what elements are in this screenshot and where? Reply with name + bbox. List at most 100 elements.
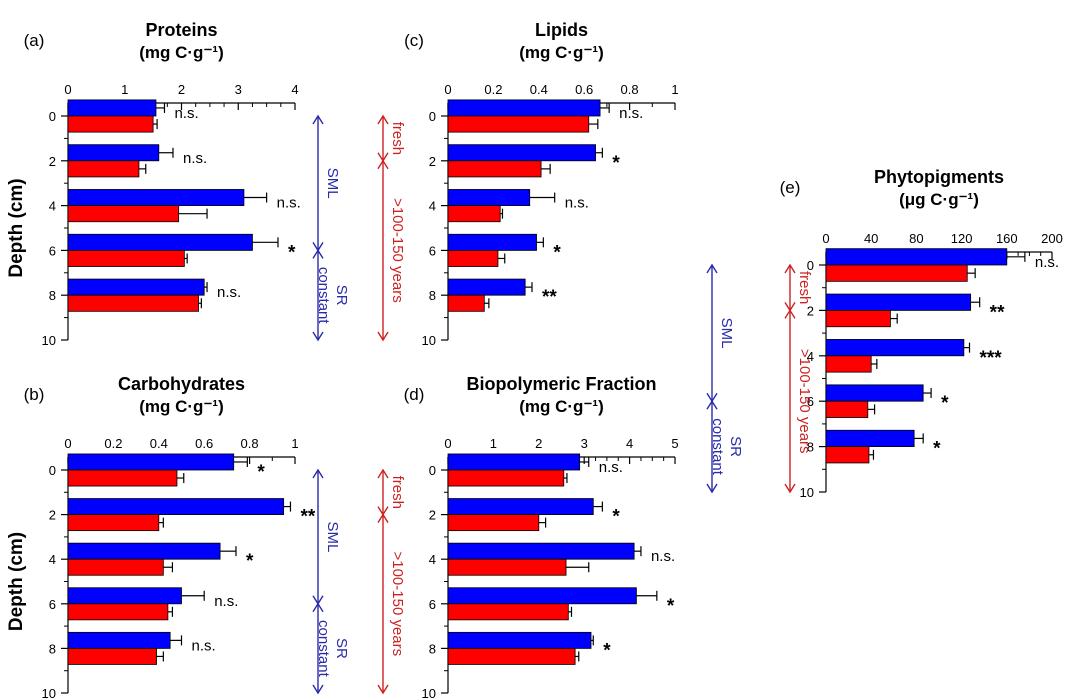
significance-label: n.s. <box>619 105 643 122</box>
red-bar <box>447 648 576 665</box>
significance-label: n.s. <box>174 105 198 122</box>
panel-c: (c)Lipids(mg C·g⁻¹)0 0.2 0.4 0.6 0.8 10246810… <box>404 20 679 348</box>
red-annotation-label: >100-150 years <box>389 198 406 303</box>
x-tick-label: 120 <box>951 231 973 246</box>
y-tick-label: 6 <box>807 394 814 409</box>
blue-bar <box>825 429 915 448</box>
y-tick-label: 6 <box>429 243 436 258</box>
red-annotation-label: >100-150 years <box>389 551 406 656</box>
blue-bar <box>447 189 531 207</box>
red-bar <box>67 469 178 487</box>
y-tick-label: 6 <box>49 243 56 258</box>
x-tick-label: 0.8 <box>241 436 259 451</box>
panel-e: (e)Phytopigments(μg C·g⁻¹)0 40 80 120 160 200… <box>706 167 1063 500</box>
y-tick-label: 2 <box>807 303 814 318</box>
red-bar <box>447 603 569 621</box>
panel-label: (b) <box>24 385 45 404</box>
blue-bar <box>67 542 221 560</box>
blue-bar <box>67 453 235 471</box>
blue-bar <box>825 293 972 311</box>
significance-label: n.s. <box>651 548 675 565</box>
arrow-head <box>706 263 718 274</box>
significance-label: n.s. <box>217 284 241 301</box>
y-axis-label: Depth (cm) <box>6 532 27 631</box>
red-bar <box>825 264 968 282</box>
red-bar <box>447 558 567 576</box>
blue-bar <box>447 587 637 605</box>
blue-bar <box>447 233 537 251</box>
red-bar <box>825 309 891 328</box>
significance-label: n.s. <box>183 150 207 167</box>
panel-title: Lipids <box>535 20 588 40</box>
x-tick-label: 3 <box>581 436 588 451</box>
red-bar <box>67 249 185 267</box>
blue-bar <box>447 453 581 471</box>
significance-label: ** <box>300 507 315 528</box>
red-bar <box>67 205 180 223</box>
x-tick-label: 0.6 <box>575 82 593 97</box>
x-tick-label: 160 <box>996 231 1018 246</box>
red-bar <box>67 558 164 576</box>
y-tick-label: 8 <box>49 641 56 656</box>
panel-units: (mg C·g⁻¹) <box>139 397 224 416</box>
significance-label: * <box>941 393 949 414</box>
blue-annotation-label: SR <box>333 638 350 659</box>
red-bar <box>447 294 485 312</box>
panel-title: Biopolymeric Fraction <box>466 374 656 394</box>
y-tick-label: 0 <box>49 109 56 124</box>
arrow-head <box>377 331 389 342</box>
x-tick-label: 0 <box>64 82 71 97</box>
y-tick-label: 0 <box>429 109 436 124</box>
significance-label: ** <box>990 302 1005 323</box>
y-tick-label: 0 <box>429 463 436 478</box>
significance-label: n.s. <box>565 195 589 212</box>
blue-bar <box>447 631 592 649</box>
x-tick-label: 5 <box>671 436 678 451</box>
arrow-head <box>377 513 389 523</box>
significance-label: * <box>612 153 620 174</box>
x-tick-label: 0 <box>64 436 71 451</box>
y-tick-label: 4 <box>807 349 814 364</box>
y-tick-label: 10 <box>800 485 814 500</box>
layer-annotations: SML constant SR fresh >100-150 years <box>312 114 406 342</box>
significance-label: n.s. <box>277 195 301 212</box>
blue-bar <box>825 384 924 402</box>
panel-units: (mg C·g⁻¹) <box>519 43 604 62</box>
significance-label: * <box>667 596 675 617</box>
red-bar <box>67 648 157 665</box>
y-tick-label: 2 <box>49 508 56 523</box>
x-tick-label: 200 <box>1041 231 1063 246</box>
red-bar <box>447 469 565 487</box>
red-bar <box>825 355 872 373</box>
blue-annotation-label: constant <box>709 418 726 476</box>
x-tick-label: 1 <box>121 82 128 97</box>
panel-units: (mg C·g⁻¹) <box>519 397 604 416</box>
blue-bar <box>67 587 182 605</box>
significance-label: n.s. <box>1035 254 1059 271</box>
panel-units: (μg C·g⁻¹) <box>899 190 979 209</box>
x-tick-label: 3 <box>235 82 242 97</box>
blue-bar <box>447 498 594 516</box>
layer-annotations: SML constant SR fresh >100-150 years <box>312 468 406 695</box>
significance-label: * <box>603 640 611 661</box>
panel-a: (a) Proteins (mg C·g⁻¹) 0 1 2 3 4 0 2 4 6 8 10 Depth (… <box>6 20 406 348</box>
x-tick-label: 2 <box>535 436 542 451</box>
red-bar <box>447 249 499 267</box>
y-tick-label: 4 <box>49 199 56 214</box>
x-tick-label: 0 <box>444 436 451 451</box>
blue-bar <box>825 339 965 357</box>
x-tick-label: 40 <box>864 231 878 246</box>
y-tick-label: 2 <box>429 508 436 523</box>
arrow-head <box>312 602 324 613</box>
red-annotation-label: fresh <box>796 271 813 304</box>
x-tick-label: 0.2 <box>104 436 122 451</box>
y-tick-label: 10 <box>42 333 56 348</box>
blue-annotation-label: SR <box>333 285 350 306</box>
x-tick-label: 0 <box>822 231 829 246</box>
layer-annotations: SML constant SR fresh >100-150 years <box>706 263 813 494</box>
panel-d: (d) Biopolymeric Fraction (mg C·g⁻¹) 0 1 2 3 4 5… <box>404 374 679 700</box>
y-tick-label: 8 <box>807 440 814 455</box>
significance-label: n.s. <box>192 637 216 654</box>
arrow-head <box>312 114 324 125</box>
